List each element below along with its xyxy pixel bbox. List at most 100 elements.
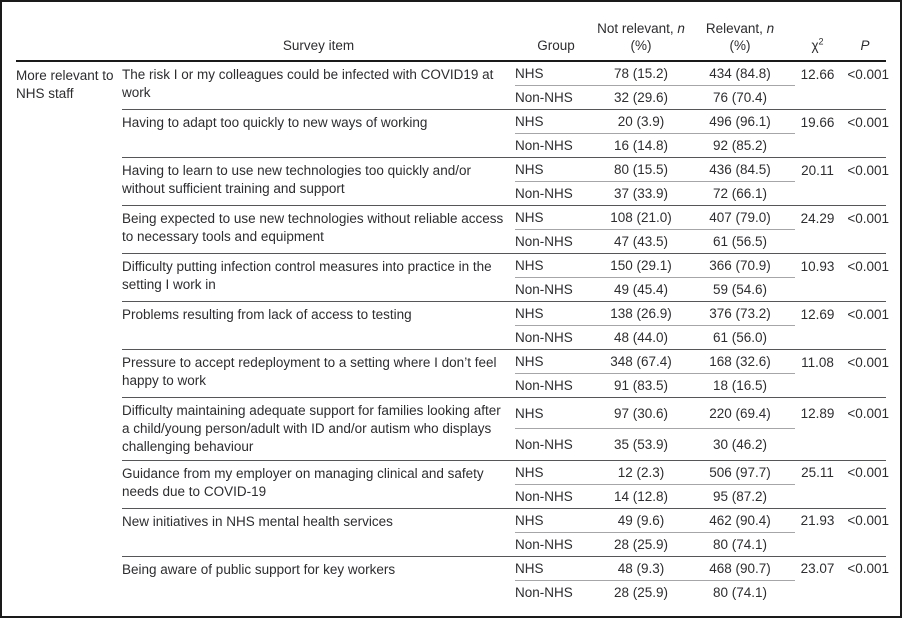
not-relevant-cell-nhs: 78 (15.2) xyxy=(597,62,685,86)
relevant-cell-non-nhs: 95 (87.2) xyxy=(712,488,768,504)
not-relevant-cell-non-nhs: 14 (12.8) xyxy=(613,488,669,504)
table-row: Difficulty putting infection control mea… xyxy=(16,254,889,302)
p-value-cell-empty xyxy=(840,485,890,508)
chi-squared-cell-empty xyxy=(795,182,840,205)
group-cell-non-nhs: Non-NHS xyxy=(515,436,573,452)
relevant-cell-non-nhs: 59 (54.6) xyxy=(712,282,768,297)
table-content: Survey item Group Not relevant, n (%) Re… xyxy=(2,2,900,605)
survey-item-cell: Being expected to use new technologies w… xyxy=(122,211,504,245)
category-cell xyxy=(16,110,122,157)
survey-item-cell: The risk I or my colleagues could be inf… xyxy=(122,67,494,101)
group-cell-nhs: NHS xyxy=(515,302,597,326)
header-cell-survey-item: Survey item xyxy=(122,38,515,54)
survey-item-cell: Difficulty putting infection control mea… xyxy=(122,259,492,293)
table-row: Difficulty maintaining adequate support … xyxy=(16,398,889,461)
group-cell-nhs: NHS xyxy=(515,557,597,581)
group-cell-non-nhs: Non-NHS xyxy=(515,330,573,345)
relevant-cell-non-nhs: 72 (66.1) xyxy=(712,186,768,201)
relevant-cell-non-nhs: 61 (56.5) xyxy=(712,234,768,249)
category-cell xyxy=(16,206,122,253)
table-row: Pressure to accept redeployment to a set… xyxy=(16,350,889,398)
chi-squared-cell-empty xyxy=(795,134,840,157)
header-label-survey-item: Survey item xyxy=(282,37,355,53)
chi-squared-cell-empty xyxy=(795,278,840,301)
category-cell xyxy=(16,350,122,397)
group-cell-nhs: NHS xyxy=(515,206,597,230)
relevant-cell-non-nhs: 61 (56.0) xyxy=(712,330,768,345)
table-row: Being aware of public support for key wo… xyxy=(16,557,889,605)
survey-item-cell: Guidance from my employer on managing cl… xyxy=(122,465,484,499)
table-row: Having to learn to use new technologies … xyxy=(16,158,889,206)
not-relevant-cell-non-nhs: 37 (33.9) xyxy=(613,186,669,201)
survey-item-cell: Difficulty maintaining adequate support … xyxy=(122,403,501,455)
p-value-cell-empty xyxy=(840,86,890,109)
chi-squared-cell: 11.08 xyxy=(801,354,834,370)
header-label-not-relevant: Not relevant, xyxy=(597,21,678,37)
relevant-cell-non-nhs: 30 (46.2) xyxy=(712,436,768,452)
not-relevant-cell-nhs: 48 (9.3) xyxy=(597,557,685,581)
category-cell: More relevant to NHS staff xyxy=(16,68,114,102)
p-value-cell-empty xyxy=(840,134,890,157)
chi-squared-cell-empty xyxy=(795,326,840,349)
relevant-cell-nhs: 436 (84.5) xyxy=(685,158,795,182)
not-relevant-cell-nhs: 80 (15.5) xyxy=(597,158,685,182)
chi-squared-cell-empty xyxy=(795,374,840,397)
p-value-cell: <0.001 xyxy=(847,465,889,481)
header-label-group: Group xyxy=(537,37,575,53)
chi-squared-cell: 12.89 xyxy=(800,406,835,422)
p-value-cell: <0.001 xyxy=(847,162,889,178)
not-relevant-cell-nhs: 20 (3.9) xyxy=(597,110,685,134)
table-row: New initiatives in NHS mental health ser… xyxy=(16,509,889,557)
not-relevant-cell-non-nhs: 16 (14.8) xyxy=(613,138,669,153)
chi-squared-cell-empty xyxy=(795,533,840,556)
header-cell-not-relevant: Not relevant, n (%) xyxy=(597,21,685,54)
group-cell-non-nhs: Non-NHS xyxy=(515,186,573,201)
group-cell-nhs: NHS xyxy=(515,509,597,533)
p-value-cell: <0.001 xyxy=(847,406,889,422)
header-label-chi: χ xyxy=(811,37,819,53)
chi-squared-cell-empty xyxy=(795,230,840,253)
chi-squared-cell: 24.29 xyxy=(800,210,835,226)
p-value-cell-empty xyxy=(840,182,890,205)
not-relevant-cell-nhs: 97 (30.6) xyxy=(597,398,685,430)
header-label-not-relevant-n: n xyxy=(677,21,685,37)
table-row: Having to adapt too quickly to new ways … xyxy=(16,110,889,158)
group-cell-non-nhs: Non-NHS xyxy=(515,378,573,393)
header-cell-relevant: Relevant, n (%) xyxy=(685,21,795,54)
table-header: Survey item Group Not relevant, n (%) Re… xyxy=(16,2,886,62)
not-relevant-cell-non-nhs: 35 (53.9) xyxy=(613,436,669,452)
table-row: Problems resulting from lack of access t… xyxy=(16,302,889,350)
p-value-cell-empty xyxy=(840,374,890,397)
p-value-cell: <0.001 xyxy=(847,66,889,82)
relevant-cell-nhs: 407 (79.0) xyxy=(685,206,795,230)
p-value-cell-empty xyxy=(840,533,890,556)
survey-item-cell: Problems resulting from lack of access t… xyxy=(122,307,412,322)
survey-item-cell: Having to learn to use new technologies … xyxy=(122,163,471,197)
chi-squared-cell: 10.93 xyxy=(800,258,835,274)
group-cell-nhs: NHS xyxy=(515,350,597,374)
not-relevant-cell-non-nhs: 28 (25.9) xyxy=(613,584,669,600)
relevant-cell-nhs: 220 (69.4) xyxy=(685,398,795,430)
chi-squared-cell: 21.93 xyxy=(800,513,835,529)
header-label-p: P xyxy=(860,37,870,53)
chi-squared-cell-empty xyxy=(795,86,840,109)
chi-squared-cell: 12.69 xyxy=(800,306,835,322)
group-cell-nhs: NHS xyxy=(515,398,597,430)
category-cell xyxy=(16,557,122,604)
group-cell-non-nhs: Non-NHS xyxy=(515,90,573,105)
p-value-cell: <0.001 xyxy=(847,114,889,130)
group-cell-non-nhs: Non-NHS xyxy=(515,282,573,297)
relevant-cell-nhs: 462 (90.4) xyxy=(685,509,795,533)
group-cell-nhs: NHS xyxy=(515,158,597,182)
group-cell-nhs: NHS xyxy=(515,461,597,485)
header-label-chi-sup: 2 xyxy=(818,36,824,47)
not-relevant-cell-non-nhs: 28 (25.9) xyxy=(613,536,669,552)
category-cell xyxy=(16,302,122,349)
relevant-cell-nhs: 168 (32.6) xyxy=(685,350,795,374)
survey-item-cell: New initiatives in NHS mental health ser… xyxy=(122,513,393,529)
p-value-cell: <0.001 xyxy=(847,306,889,322)
category-cell xyxy=(16,254,122,301)
not-relevant-cell-nhs: 348 (67.4) xyxy=(597,350,685,374)
p-value-cell: <0.001 xyxy=(847,258,889,274)
relevant-cell-non-nhs: 18 (16.5) xyxy=(712,378,768,393)
